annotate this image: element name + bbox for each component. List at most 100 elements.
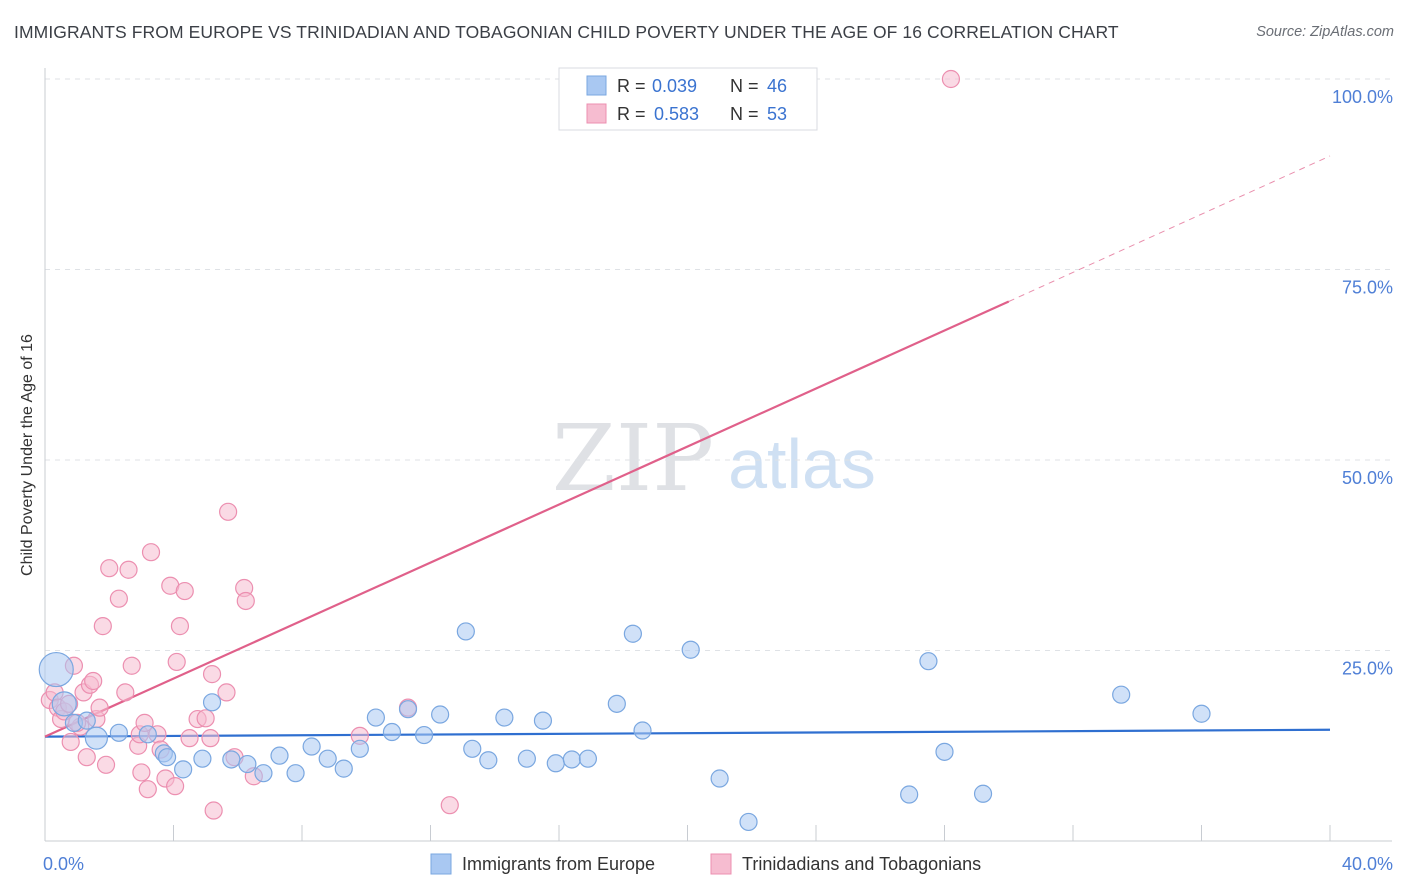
point-trinidadians-and-tobagonians <box>84 671 103 691</box>
axes <box>44 68 1392 842</box>
point-trinidadians-and-tobagonians <box>141 543 161 562</box>
point-immigrants-from-europe <box>533 711 553 730</box>
point-immigrants-from-europe <box>681 640 700 659</box>
point-immigrants-from-europe <box>479 751 498 770</box>
point-immigrants-from-europe <box>138 725 157 744</box>
point-immigrants-from-europe <box>431 705 450 724</box>
point-immigrants-from-europe <box>238 754 257 774</box>
gridlines <box>45 78 1392 651</box>
point-immigrants-from-europe <box>414 725 434 745</box>
point-immigrants-from-europe <box>495 708 514 727</box>
point-trinidadians-and-tobagonians <box>122 656 141 675</box>
point-trinidadians-and-tobagonians <box>196 709 215 728</box>
point-immigrants-from-europe <box>607 694 626 713</box>
point-trinidadians-and-tobagonians <box>202 665 222 684</box>
source-label: Source: ZipAtlas.com <box>1256 24 1394 40</box>
point-immigrants-from-europe <box>517 749 536 768</box>
bottom-legend-label-1: Immigrants from Europe <box>462 854 655 874</box>
point-immigrants-from-europe <box>382 722 402 742</box>
point-trinidadians-and-tobagonians <box>170 617 190 636</box>
point-immigrants-from-europe <box>1112 685 1131 704</box>
point-immigrants-from-europe <box>919 652 938 671</box>
point-trinidadians-and-tobagonians <box>96 755 116 774</box>
legend-swatch-pink <box>586 103 607 124</box>
point-trinidadians-and-tobagonians <box>119 560 138 579</box>
point-trinidadians-and-tobagonians <box>941 69 961 89</box>
series-legend: Immigrants from Europe Trinidadians and … <box>430 853 981 875</box>
point-trinidadians-and-tobagonians <box>90 698 109 717</box>
point-immigrants-from-europe <box>334 759 353 778</box>
point-trinidadians-and-tobagonians <box>61 732 80 752</box>
trendline-trinidadians-and-tobagonians <box>44 300 1010 738</box>
point-trinidadians-and-tobagonians <box>175 581 194 601</box>
y-tick-label: 25.0% <box>1342 659 1393 679</box>
point-trinidadians-and-tobagonians <box>440 796 459 815</box>
legend-swatch-blue <box>586 75 607 96</box>
point-immigrants-from-europe <box>463 739 482 758</box>
point-immigrants-from-europe <box>109 723 128 742</box>
point-immigrants-from-europe <box>302 737 321 756</box>
point-immigrants-from-europe <box>84 726 109 750</box>
y-tick-label: 50.0% <box>1342 468 1393 488</box>
legend-n-value-1: 46 <box>767 76 787 96</box>
point-immigrants-from-europe <box>633 721 652 740</box>
point-immigrants-from-europe <box>318 749 337 768</box>
legend-r-label-1: R = <box>617 76 646 96</box>
point-trinidadians-and-tobagonians <box>166 777 185 796</box>
point-immigrants-from-europe <box>710 769 729 788</box>
point-immigrants-from-europe <box>254 764 273 783</box>
point-trinidadians-and-tobagonians <box>93 617 112 636</box>
legend-r-value-1: 0.039 <box>652 76 697 96</box>
point-trinidadians-and-tobagonians <box>201 729 220 748</box>
point-immigrants-from-europe <box>973 784 993 803</box>
point-trinidadians-and-tobagonians <box>109 589 128 608</box>
legend-r-label-2: R = <box>617 104 646 124</box>
point-immigrants-from-europe <box>935 742 954 761</box>
point-immigrants-from-europe <box>578 749 598 768</box>
point-trinidadians-and-tobagonians <box>236 591 255 611</box>
watermark-atlas: atlas <box>728 425 876 503</box>
point-immigrants-from-europe <box>38 651 74 688</box>
point-immigrants-from-europe <box>562 750 581 769</box>
point-immigrants-from-europe <box>193 749 212 768</box>
point-immigrants-from-europe <box>900 785 919 804</box>
data-points <box>38 69 1211 832</box>
legend-n-value-2: 53 <box>767 104 787 124</box>
bottom-legend-swatch-blue <box>430 853 452 875</box>
y-tick-label: 100.0% <box>1332 87 1393 107</box>
point-trinidadians-and-tobagonians <box>217 683 236 702</box>
point-immigrants-from-europe <box>174 760 193 779</box>
point-immigrants-from-europe <box>202 693 222 712</box>
y-tick-label: 75.0% <box>1342 278 1393 298</box>
watermark-zip: ZIP <box>552 405 714 512</box>
point-trinidadians-and-tobagonians <box>167 652 186 672</box>
point-immigrants-from-europe <box>157 748 177 767</box>
legend-n-label-2: N = <box>730 104 759 124</box>
x-tick-label: 0.0% <box>43 854 84 874</box>
point-immigrants-from-europe <box>366 708 385 727</box>
point-immigrants-from-europe <box>1192 704 1211 723</box>
legend-n-label-1: N = <box>730 76 759 96</box>
point-trinidadians-and-tobagonians <box>219 502 238 521</box>
legend-r-value-2: 0.583 <box>654 104 699 124</box>
bottom-legend-label-2: Trinidadians and Tobagonians <box>742 854 981 874</box>
point-immigrants-from-europe <box>51 691 77 717</box>
point-immigrants-from-europe <box>623 624 642 643</box>
tick-labels: 25.0% 50.0% 75.0% 100.0% 0.0% 40.0% <box>43 87 1393 874</box>
point-immigrants-from-europe <box>77 711 96 730</box>
stats-legend: R = 0.039 N = 46 R = 0.583 N = 53 <box>558 67 818 131</box>
point-trinidadians-and-tobagonians <box>138 780 157 799</box>
x-tick-label: 40.0% <box>1342 854 1393 874</box>
point-immigrants-from-europe <box>456 622 475 641</box>
bottom-legend-swatch-pink <box>710 853 732 875</box>
point-trinidadians-and-tobagonians <box>77 748 96 767</box>
point-trinidadians-and-tobagonians <box>132 763 151 782</box>
trendline-extension-trinidadians-and-tobagonians <box>1008 155 1331 302</box>
point-trinidadians-and-tobagonians <box>204 801 223 820</box>
trendline-immigrants-from-europe <box>44 728 1331 738</box>
point-trinidadians-and-tobagonians <box>100 559 119 578</box>
point-immigrants-from-europe <box>350 739 369 758</box>
chart-title: IMMIGRANTS FROM EUROPE VS TRINIDADIAN AN… <box>14 22 1119 42</box>
point-trinidadians-and-tobagonians <box>180 729 199 748</box>
